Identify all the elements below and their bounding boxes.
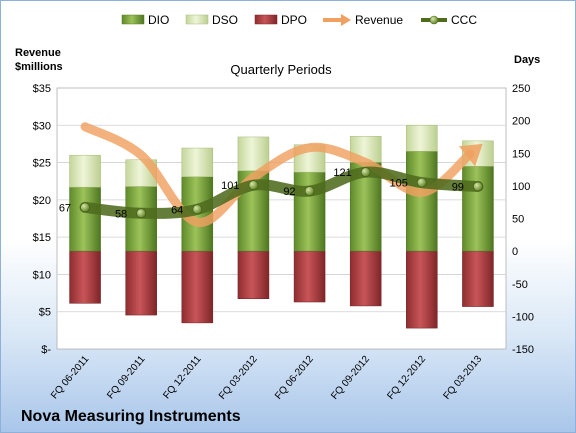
right-tick-label: 150 xyxy=(512,148,530,160)
legend-label-revenue: Revenue xyxy=(355,13,403,27)
legend-swatch-dio xyxy=(121,14,145,25)
bar-dpo xyxy=(293,250,326,303)
ccc-data-label: 121 xyxy=(333,167,351,179)
ccc-data-label: 92 xyxy=(283,186,295,198)
bar-dpo xyxy=(349,250,382,307)
company-name: Nova Measuring Instruments xyxy=(21,408,241,425)
legend-label-dio: DIO xyxy=(148,13,169,27)
bar-dso xyxy=(69,154,101,188)
left-tick-label: $35 xyxy=(33,83,51,95)
ccc-data-label: 64 xyxy=(171,204,183,216)
category-label: FQ 06-2012 xyxy=(273,354,316,402)
legend-label-dpo: DPO xyxy=(281,13,307,27)
legend-swatch-dso xyxy=(185,14,209,25)
left-tick-label: $5 xyxy=(39,307,51,319)
left-tick-label: $15 xyxy=(33,232,51,244)
ccc-point xyxy=(360,167,371,177)
right-tick-label: 100 xyxy=(512,181,530,193)
left-tick-label: $25 xyxy=(33,158,51,170)
right-tick-label: 0 xyxy=(512,246,518,258)
bar-dio xyxy=(69,186,101,252)
left-tick-label: $30 xyxy=(33,120,51,132)
category-label: FQ 09-2011 xyxy=(105,354,148,402)
bar-dpo xyxy=(462,250,494,307)
ccc-data-label: 67 xyxy=(59,202,71,214)
bar-dpo xyxy=(125,250,157,316)
right-tick-label: 200 xyxy=(512,116,530,128)
bar-layer xyxy=(69,124,494,329)
chart-title: Quarterly Periods xyxy=(230,62,332,77)
revenue-line xyxy=(80,122,475,227)
category-label: FQ 09-2012 xyxy=(329,354,372,402)
legend-label-dso: DSO xyxy=(212,13,238,27)
ccc-data-label: 105 xyxy=(389,178,407,190)
ccc-data-label: 58 xyxy=(115,208,127,220)
bar-dpo xyxy=(406,250,438,329)
right-tick-label: -100 xyxy=(512,311,534,323)
ccc-point xyxy=(192,204,203,215)
bar-dpo xyxy=(69,250,101,304)
ccc-point xyxy=(473,181,483,192)
right-tick-label: 250 xyxy=(512,83,530,95)
category-label: FQ 12-2011 xyxy=(161,354,204,402)
ccc-data-label: 101 xyxy=(221,180,239,192)
ccc-point xyxy=(248,180,259,191)
category-label: FQ 03-2013 xyxy=(442,354,485,402)
revenue-arrowhead xyxy=(458,143,483,167)
category-label: FQ 03-2012 xyxy=(217,354,260,402)
ccc-point xyxy=(80,202,90,213)
left-tick-label: $10 xyxy=(33,269,51,281)
bar-dio xyxy=(406,151,438,252)
right-tick-label: 50 xyxy=(512,214,524,226)
line-layer: 67 58 64 101 92 121 105 99 xyxy=(59,122,484,227)
ccc-point xyxy=(417,177,427,188)
ccc-point xyxy=(304,186,315,196)
bar-dpo xyxy=(181,250,214,324)
bar-dio xyxy=(462,166,494,252)
ccc-data-label: 99 xyxy=(452,182,464,194)
category-label: FQ 06-2011 xyxy=(49,354,92,402)
category-label: FQ 12-2012 xyxy=(385,354,428,402)
ccc-point xyxy=(136,208,146,219)
right-tick-label: -50 xyxy=(512,279,528,291)
left-tick-label: $20 xyxy=(33,195,51,207)
bar-dso xyxy=(406,124,438,152)
legend-label-ccc: CCC xyxy=(451,13,477,27)
bar-dpo xyxy=(237,250,270,300)
left-tick-label: $- xyxy=(41,344,51,356)
bar-dso xyxy=(181,147,214,177)
left-axis-label-line2: $millions xyxy=(15,61,63,73)
legend-swatch-dpo xyxy=(254,14,278,25)
right-tick-label: -150 xyxy=(512,344,534,356)
left-axis-label-line1: Revenue xyxy=(15,47,61,59)
legend: DIO DSO DPO Revenue CCC xyxy=(121,13,477,27)
legend-swatch-revenue xyxy=(323,14,351,26)
legend-swatch-ccc xyxy=(421,15,447,25)
right-axis-label: Days xyxy=(514,54,540,66)
